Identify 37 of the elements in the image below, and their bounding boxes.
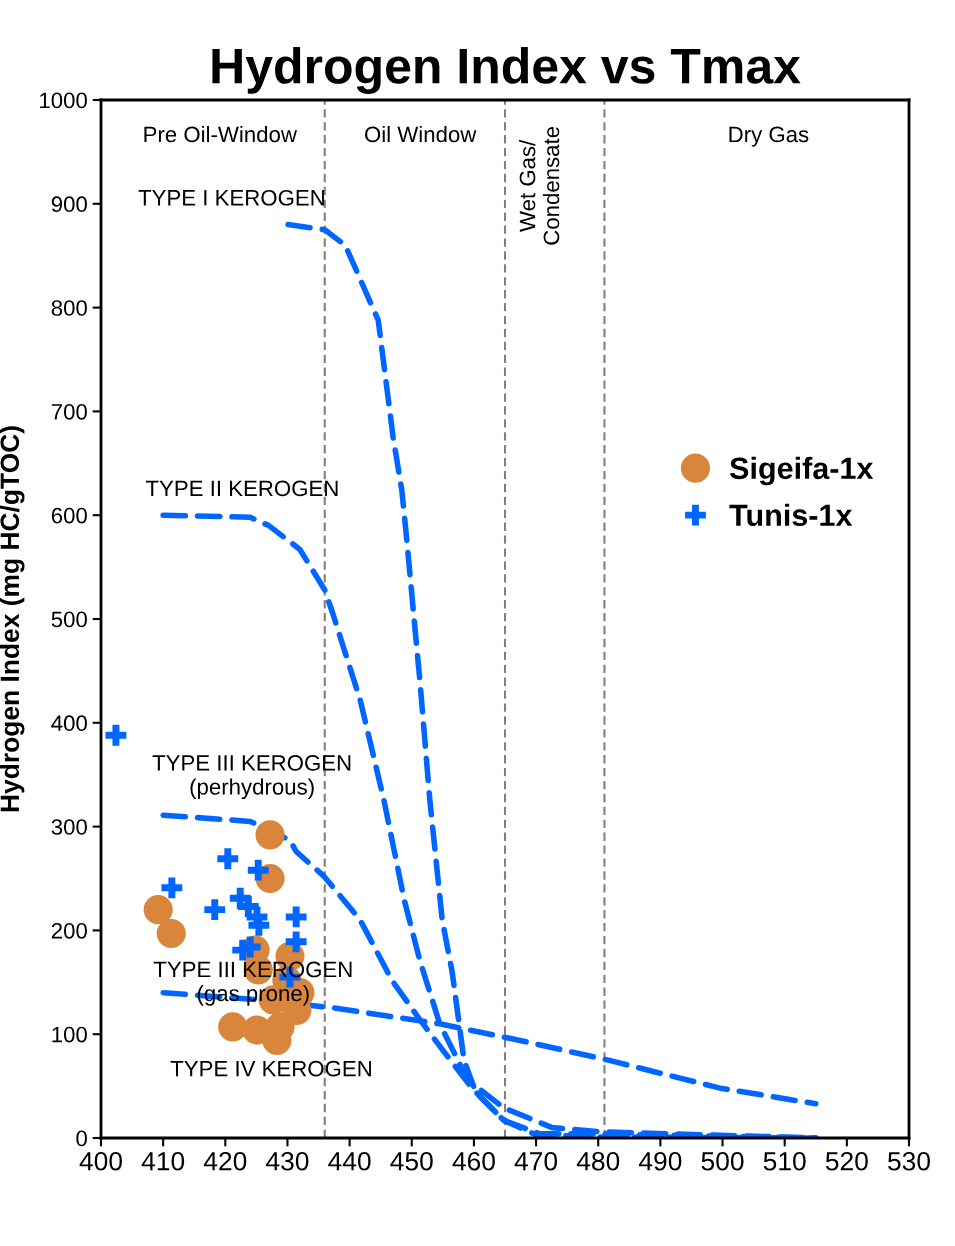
y-tick-label: 1000 [40,92,87,109]
legend-label: Tunis-1x [729,503,853,527]
x-tick-label: 430 [266,1151,309,1171]
annotation: Pre Oil-Window [144,125,298,143]
chart-title: Hydrogen Index vs Tmax [212,47,801,94]
x-tick-label: 460 [452,1151,495,1171]
annotation: TYPE II KEROGEN [145,480,338,497]
annotation: Wet Gas/ Condensate [519,126,560,245]
y-tick-label: 900 [51,196,87,213]
y-tick-label: 500 [51,611,87,628]
annotation: TYPE III KEROGEN (perhydrous) [152,755,351,800]
y-tick-label: 600 [51,507,87,524]
legend-label: Sigeifa-1x [729,456,874,486]
x-tick-label: 530 [888,1151,930,1171]
x-tick-label: 500 [701,1151,744,1171]
x-tick-label: 490 [638,1151,682,1171]
x-tick-label: 400 [79,1151,122,1171]
x-tick-label: 520 [825,1151,868,1171]
y-tick-label: 800 [51,300,87,316]
y-tick-label: 100 [52,1026,87,1043]
annotation: TYPE IV KEROGEN [170,1060,371,1077]
y-tick-label: 700 [51,403,87,420]
y-tick-label: 300 [51,819,87,835]
y-tick-label: 0 [76,1130,87,1147]
annotation: TYPE I KEROGEN [138,189,324,206]
y-axis-title: Hydrogen Index (mg HC/gTOC) [0,426,25,812]
y-tick-label: 200 [51,922,87,939]
x-tick-label: 510 [763,1151,806,1171]
annotation: Oil Window [365,125,477,143]
x-tick-label: 470 [514,1151,558,1171]
x-tick-label: 440 [328,1151,371,1171]
annotation: Dry Gas [729,126,809,147]
x-tick-label: 450 [390,1151,433,1171]
x-tick-label: 480 [576,1151,620,1171]
x-tick-label: 410 [141,1151,185,1171]
x-tick-label: 420 [203,1151,247,1171]
y-tick-label: 400 [51,715,87,732]
